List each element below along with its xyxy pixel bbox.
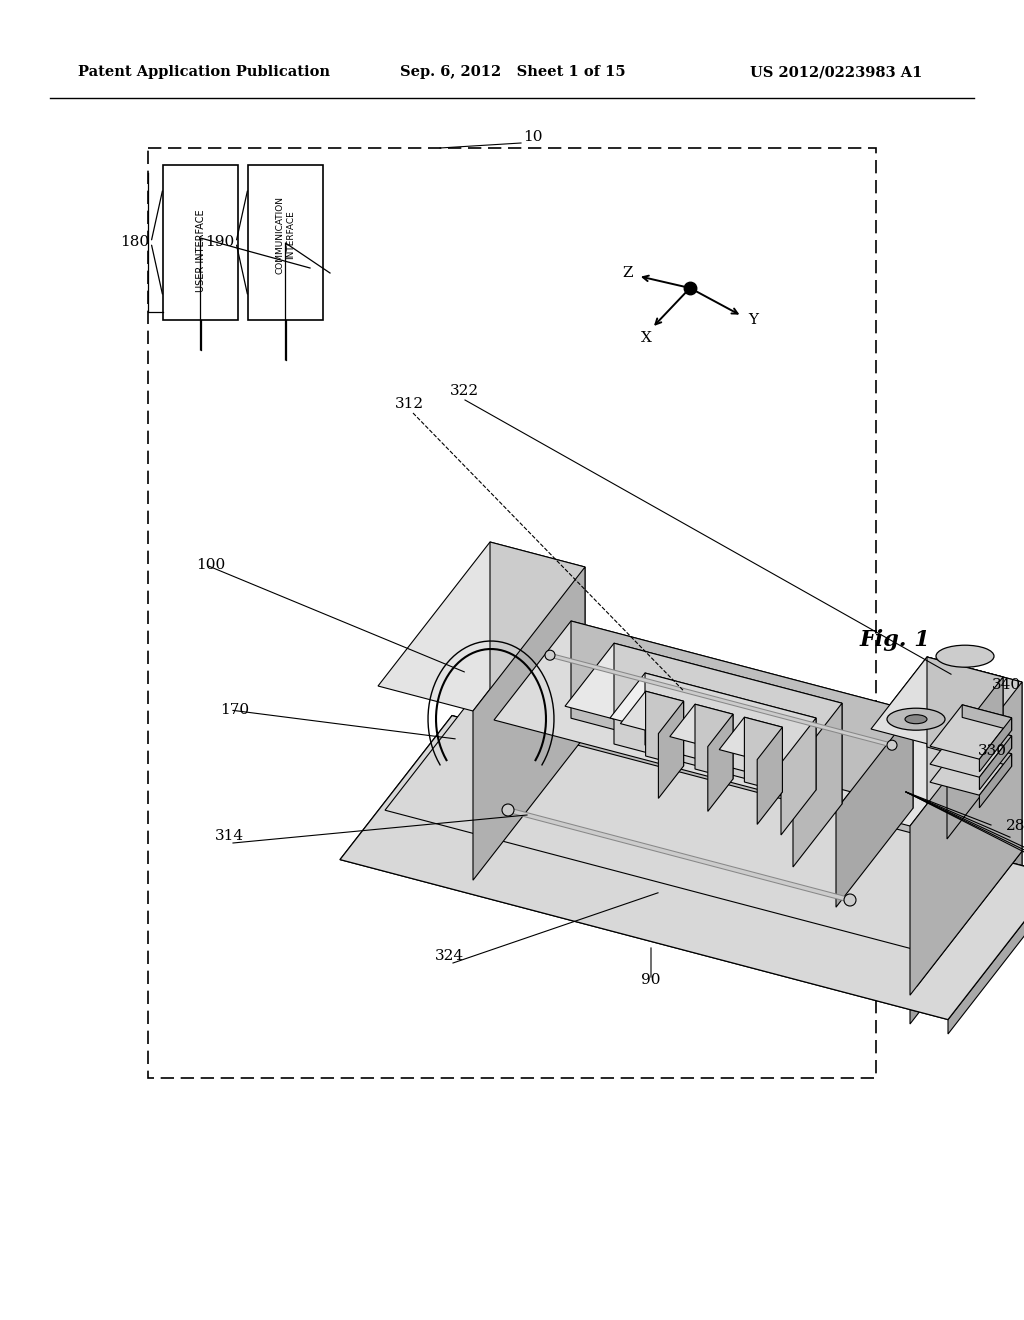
Polygon shape bbox=[979, 735, 1012, 789]
Text: 314: 314 bbox=[215, 829, 244, 843]
Circle shape bbox=[887, 741, 897, 750]
Polygon shape bbox=[781, 718, 816, 836]
Polygon shape bbox=[979, 718, 1012, 772]
Polygon shape bbox=[483, 684, 1015, 861]
Text: 312: 312 bbox=[395, 397, 424, 411]
Polygon shape bbox=[719, 717, 782, 759]
Polygon shape bbox=[494, 620, 913, 810]
Text: 330: 330 bbox=[978, 744, 1007, 758]
Text: Sep. 6, 2012   Sheet 1 of 15: Sep. 6, 2012 Sheet 1 of 15 bbox=[400, 65, 626, 79]
Text: 280: 280 bbox=[1006, 818, 1024, 833]
Polygon shape bbox=[948, 875, 1024, 1034]
Polygon shape bbox=[452, 715, 1024, 890]
Polygon shape bbox=[378, 543, 585, 711]
Polygon shape bbox=[947, 677, 1002, 840]
Text: 322: 322 bbox=[450, 384, 479, 399]
Text: 324: 324 bbox=[435, 949, 464, 964]
Ellipse shape bbox=[905, 714, 927, 723]
Ellipse shape bbox=[936, 645, 994, 667]
Text: US 2012/0223983 A1: US 2012/0223983 A1 bbox=[750, 65, 923, 79]
Circle shape bbox=[844, 894, 856, 906]
Polygon shape bbox=[565, 643, 842, 766]
Polygon shape bbox=[963, 723, 1012, 748]
Polygon shape bbox=[930, 741, 1012, 795]
Text: Patent Application Publication: Patent Application Publication bbox=[78, 65, 330, 79]
Polygon shape bbox=[490, 543, 585, 737]
Bar bbox=[148, 148, 876, 1078]
Polygon shape bbox=[927, 657, 1002, 767]
Bar bbox=[248, 165, 323, 319]
Polygon shape bbox=[695, 704, 733, 779]
Polygon shape bbox=[918, 824, 1015, 986]
Circle shape bbox=[502, 804, 514, 816]
Polygon shape bbox=[963, 705, 1012, 730]
Polygon shape bbox=[836, 711, 913, 907]
Bar bbox=[163, 165, 238, 319]
Polygon shape bbox=[490, 711, 1022, 880]
Text: X: X bbox=[641, 331, 651, 345]
Polygon shape bbox=[645, 692, 684, 766]
Polygon shape bbox=[910, 851, 1022, 1024]
Text: Z: Z bbox=[623, 267, 633, 280]
Polygon shape bbox=[757, 727, 782, 825]
Polygon shape bbox=[910, 682, 1022, 995]
Text: 170: 170 bbox=[220, 704, 249, 717]
Polygon shape bbox=[871, 657, 1002, 748]
Text: Y: Y bbox=[748, 313, 758, 327]
Text: 340: 340 bbox=[992, 678, 1021, 692]
Polygon shape bbox=[930, 723, 1012, 777]
Circle shape bbox=[545, 651, 555, 660]
Polygon shape bbox=[670, 704, 733, 747]
Polygon shape bbox=[340, 715, 1024, 1019]
Polygon shape bbox=[815, 657, 1022, 826]
Text: 190: 190 bbox=[206, 235, 234, 249]
Polygon shape bbox=[473, 568, 585, 880]
Polygon shape bbox=[979, 754, 1012, 808]
Polygon shape bbox=[963, 741, 1012, 767]
Text: 180: 180 bbox=[121, 235, 150, 249]
Polygon shape bbox=[571, 620, 913, 808]
Text: USER INTERFACE: USER INTERFACE bbox=[196, 209, 206, 292]
Polygon shape bbox=[614, 643, 842, 804]
Text: 10: 10 bbox=[523, 129, 543, 144]
Polygon shape bbox=[645, 673, 816, 789]
Polygon shape bbox=[340, 715, 1024, 1019]
Text: 90: 90 bbox=[641, 973, 660, 987]
Polygon shape bbox=[708, 714, 733, 812]
Polygon shape bbox=[927, 657, 1022, 851]
Polygon shape bbox=[793, 704, 842, 867]
Polygon shape bbox=[621, 692, 684, 734]
Polygon shape bbox=[658, 701, 684, 799]
Ellipse shape bbox=[887, 709, 945, 730]
Polygon shape bbox=[385, 684, 1015, 950]
Text: COMMUNICATION
INTERFACE: COMMUNICATION INTERFACE bbox=[275, 195, 296, 273]
Polygon shape bbox=[930, 705, 1012, 759]
Polygon shape bbox=[610, 673, 816, 763]
Polygon shape bbox=[744, 717, 782, 792]
Text: 100: 100 bbox=[196, 558, 225, 572]
Polygon shape bbox=[378, 711, 1022, 995]
Text: Fig. 1: Fig. 1 bbox=[860, 630, 931, 651]
